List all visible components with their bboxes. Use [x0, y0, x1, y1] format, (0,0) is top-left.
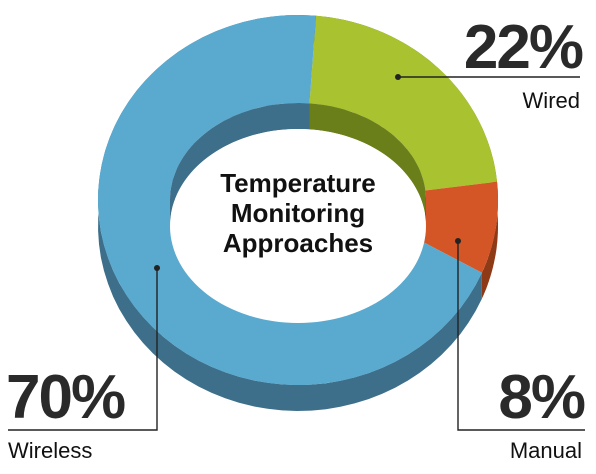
- legend-label-wireless: Wireless: [8, 438, 92, 463]
- leader-dot-wired: [395, 74, 401, 80]
- leader-line-wireless: [8, 268, 158, 431]
- data-label-wired-percent: 22%: [464, 13, 583, 82]
- chart-title-line-3: Approaches: [223, 228, 373, 258]
- leader-dot-manual: [455, 238, 461, 244]
- data-label-wireless-percent: 70%: [6, 363, 125, 432]
- donut-inner-wall-manual: [425, 190, 426, 226]
- donut-layer: [97, 14, 498, 411]
- donut-center: [170, 129, 426, 323]
- leader-dot-wireless: [154, 265, 160, 271]
- chart-title-line-2: Monitoring: [231, 198, 365, 228]
- legend-label-manual: Manual: [510, 438, 582, 463]
- donut-slice-manual: [415, 181, 498, 273]
- donut-hole: [170, 103, 426, 226]
- data-label-manual-percent: 8%: [498, 363, 584, 432]
- donut-inner-wall-wired: [309, 103, 426, 217]
- donut-slice-wired: [309, 15, 498, 191]
- donut-side-manual: [481, 181, 498, 299]
- chart-title-line-1: Temperature: [220, 168, 376, 198]
- leader-line-manual: [457, 241, 585, 431]
- legend-label-wired: Wired: [523, 88, 580, 113]
- donut-inner-wall-wireless: [170, 103, 310, 226]
